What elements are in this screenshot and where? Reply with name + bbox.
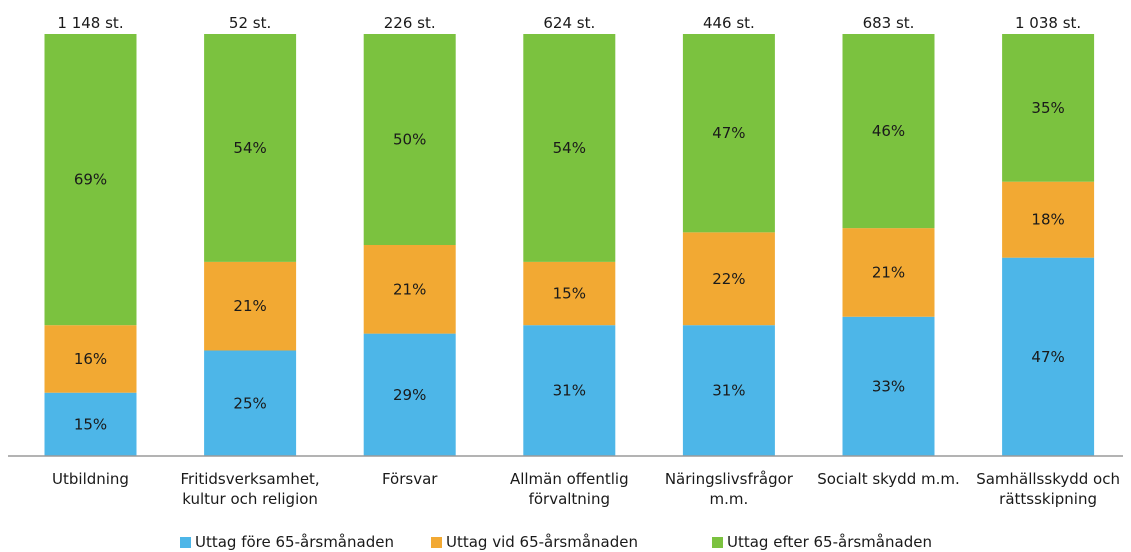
bar-segment-2-cat-6 [842, 228, 935, 317]
bar-segment-2-cat-3 [363, 245, 456, 334]
value-label-2-cat-4: 15% [553, 285, 586, 303]
value-label-1-cat-5: 31% [712, 382, 745, 400]
category-label-cat-2-line-1: Fritidsverksamhet, [180, 470, 319, 488]
total-label-cat-7: 1 038 st. [1015, 14, 1081, 32]
bar-segment-1-cat-4 [523, 325, 616, 456]
value-label-1-cat-7: 47% [1031, 348, 1064, 366]
category-label-cat-1-line-1: Utbildning [52, 470, 129, 488]
legend-swatch-2 [431, 537, 442, 548]
bar-segment-3-cat-1 [44, 34, 137, 326]
category-label-cat-7-line-1: Samhällsskydd och [976, 470, 1120, 488]
legend-swatch-1 [180, 537, 191, 548]
value-label-1-cat-3: 29% [393, 386, 426, 404]
legend-label-2: Uttag vid 65-årsmånaden [446, 533, 638, 551]
category-labels-layer: Utbildning Fritidsverksamhet, kultur och r… [52, 470, 1120, 508]
bar-segment-1-cat-1 [44, 392, 137, 456]
value-label-2-cat-3: 21% [393, 280, 426, 298]
value-label-1-cat-6: 33% [872, 377, 905, 395]
legend: Uttag före 65-årsmånaden Uttag vid 65-års… [180, 533, 932, 551]
value-label-3-cat-5: 47% [712, 124, 745, 142]
bars-layer [44, 34, 1095, 456]
total-label-cat-4: 624 st. [543, 14, 595, 32]
category-label-cat-2-line-2: kultur och religion [182, 490, 318, 508]
value-label-3-cat-4: 54% [553, 139, 586, 157]
total-label-cat-2: 52 st. [229, 14, 271, 32]
value-labels-layer: 15% 16% 69% 1 148 st. 25% 21% 54% 52 st. 29% 21% 5… [57, 14, 1081, 433]
value-label-3-cat-1: 69% [74, 171, 107, 189]
category-label-cat-5-line-2: m.m. [710, 490, 749, 508]
value-label-2-cat-6: 21% [872, 263, 905, 281]
value-label-3-cat-2: 54% [233, 139, 266, 157]
bar-segment-1-cat-5 [682, 325, 775, 456]
category-label-cat-4-line-2: förvaltning [529, 490, 610, 508]
bar-segment-2-cat-5 [682, 232, 775, 326]
category-label-cat-4-line-1: Allmän offentlig [510, 470, 629, 488]
value-label-3-cat-3: 50% [393, 131, 426, 149]
bar-segment-3-cat-3 [363, 34, 456, 245]
value-label-3-cat-7: 35% [1031, 99, 1064, 117]
legend-label-1: Uttag före 65-årsmånaden [195, 533, 394, 551]
total-label-cat-1: 1 148 st. [57, 14, 123, 32]
value-label-2-cat-5: 22% [712, 270, 745, 288]
bar-segment-1-cat-2 [204, 350, 297, 456]
category-label-cat-3-line-1: Försvar [382, 470, 438, 488]
value-label-2-cat-1: 16% [74, 350, 107, 368]
value-label-1-cat-4: 31% [553, 382, 586, 400]
category-label-cat-7-line-2: rättsskipning [999, 490, 1097, 508]
bar-segment-3-cat-5 [682, 34, 775, 233]
bar-segment-3-cat-4 [523, 34, 616, 262]
bar-segment-2-cat-1 [44, 325, 137, 393]
category-label-cat-5-line-1: Näringslivsfrågor [665, 470, 794, 488]
bar-segment-1-cat-7 [1002, 257, 1095, 456]
bar-segment-3-cat-2 [204, 34, 297, 262]
bar-segment-2-cat-7 [1002, 181, 1095, 258]
bar-segment-2-cat-4 [523, 261, 616, 326]
bar-segment-3-cat-6 [842, 34, 935, 229]
value-label-1-cat-2: 25% [233, 394, 266, 412]
legend-label-3: Uttag efter 65-årsmånaden [727, 533, 932, 551]
value-label-3-cat-6: 46% [872, 122, 905, 140]
bar-segment-1-cat-6 [842, 316, 935, 456]
bar-segment-3-cat-7 [1002, 34, 1095, 182]
legend-swatch-3 [712, 537, 723, 548]
bar-segment-1-cat-3 [363, 333, 456, 456]
value-label-1-cat-1: 15% [74, 415, 107, 433]
total-label-cat-5: 446 st. [703, 14, 755, 32]
total-label-cat-6: 683 st. [863, 14, 915, 32]
value-label-2-cat-2: 21% [233, 297, 266, 315]
total-label-cat-3: 226 st. [384, 14, 436, 32]
value-label-2-cat-7: 18% [1031, 211, 1064, 229]
category-label-cat-6-line-1: Socialt skydd m.m. [817, 470, 960, 488]
bar-segment-2-cat-2 [204, 261, 297, 351]
